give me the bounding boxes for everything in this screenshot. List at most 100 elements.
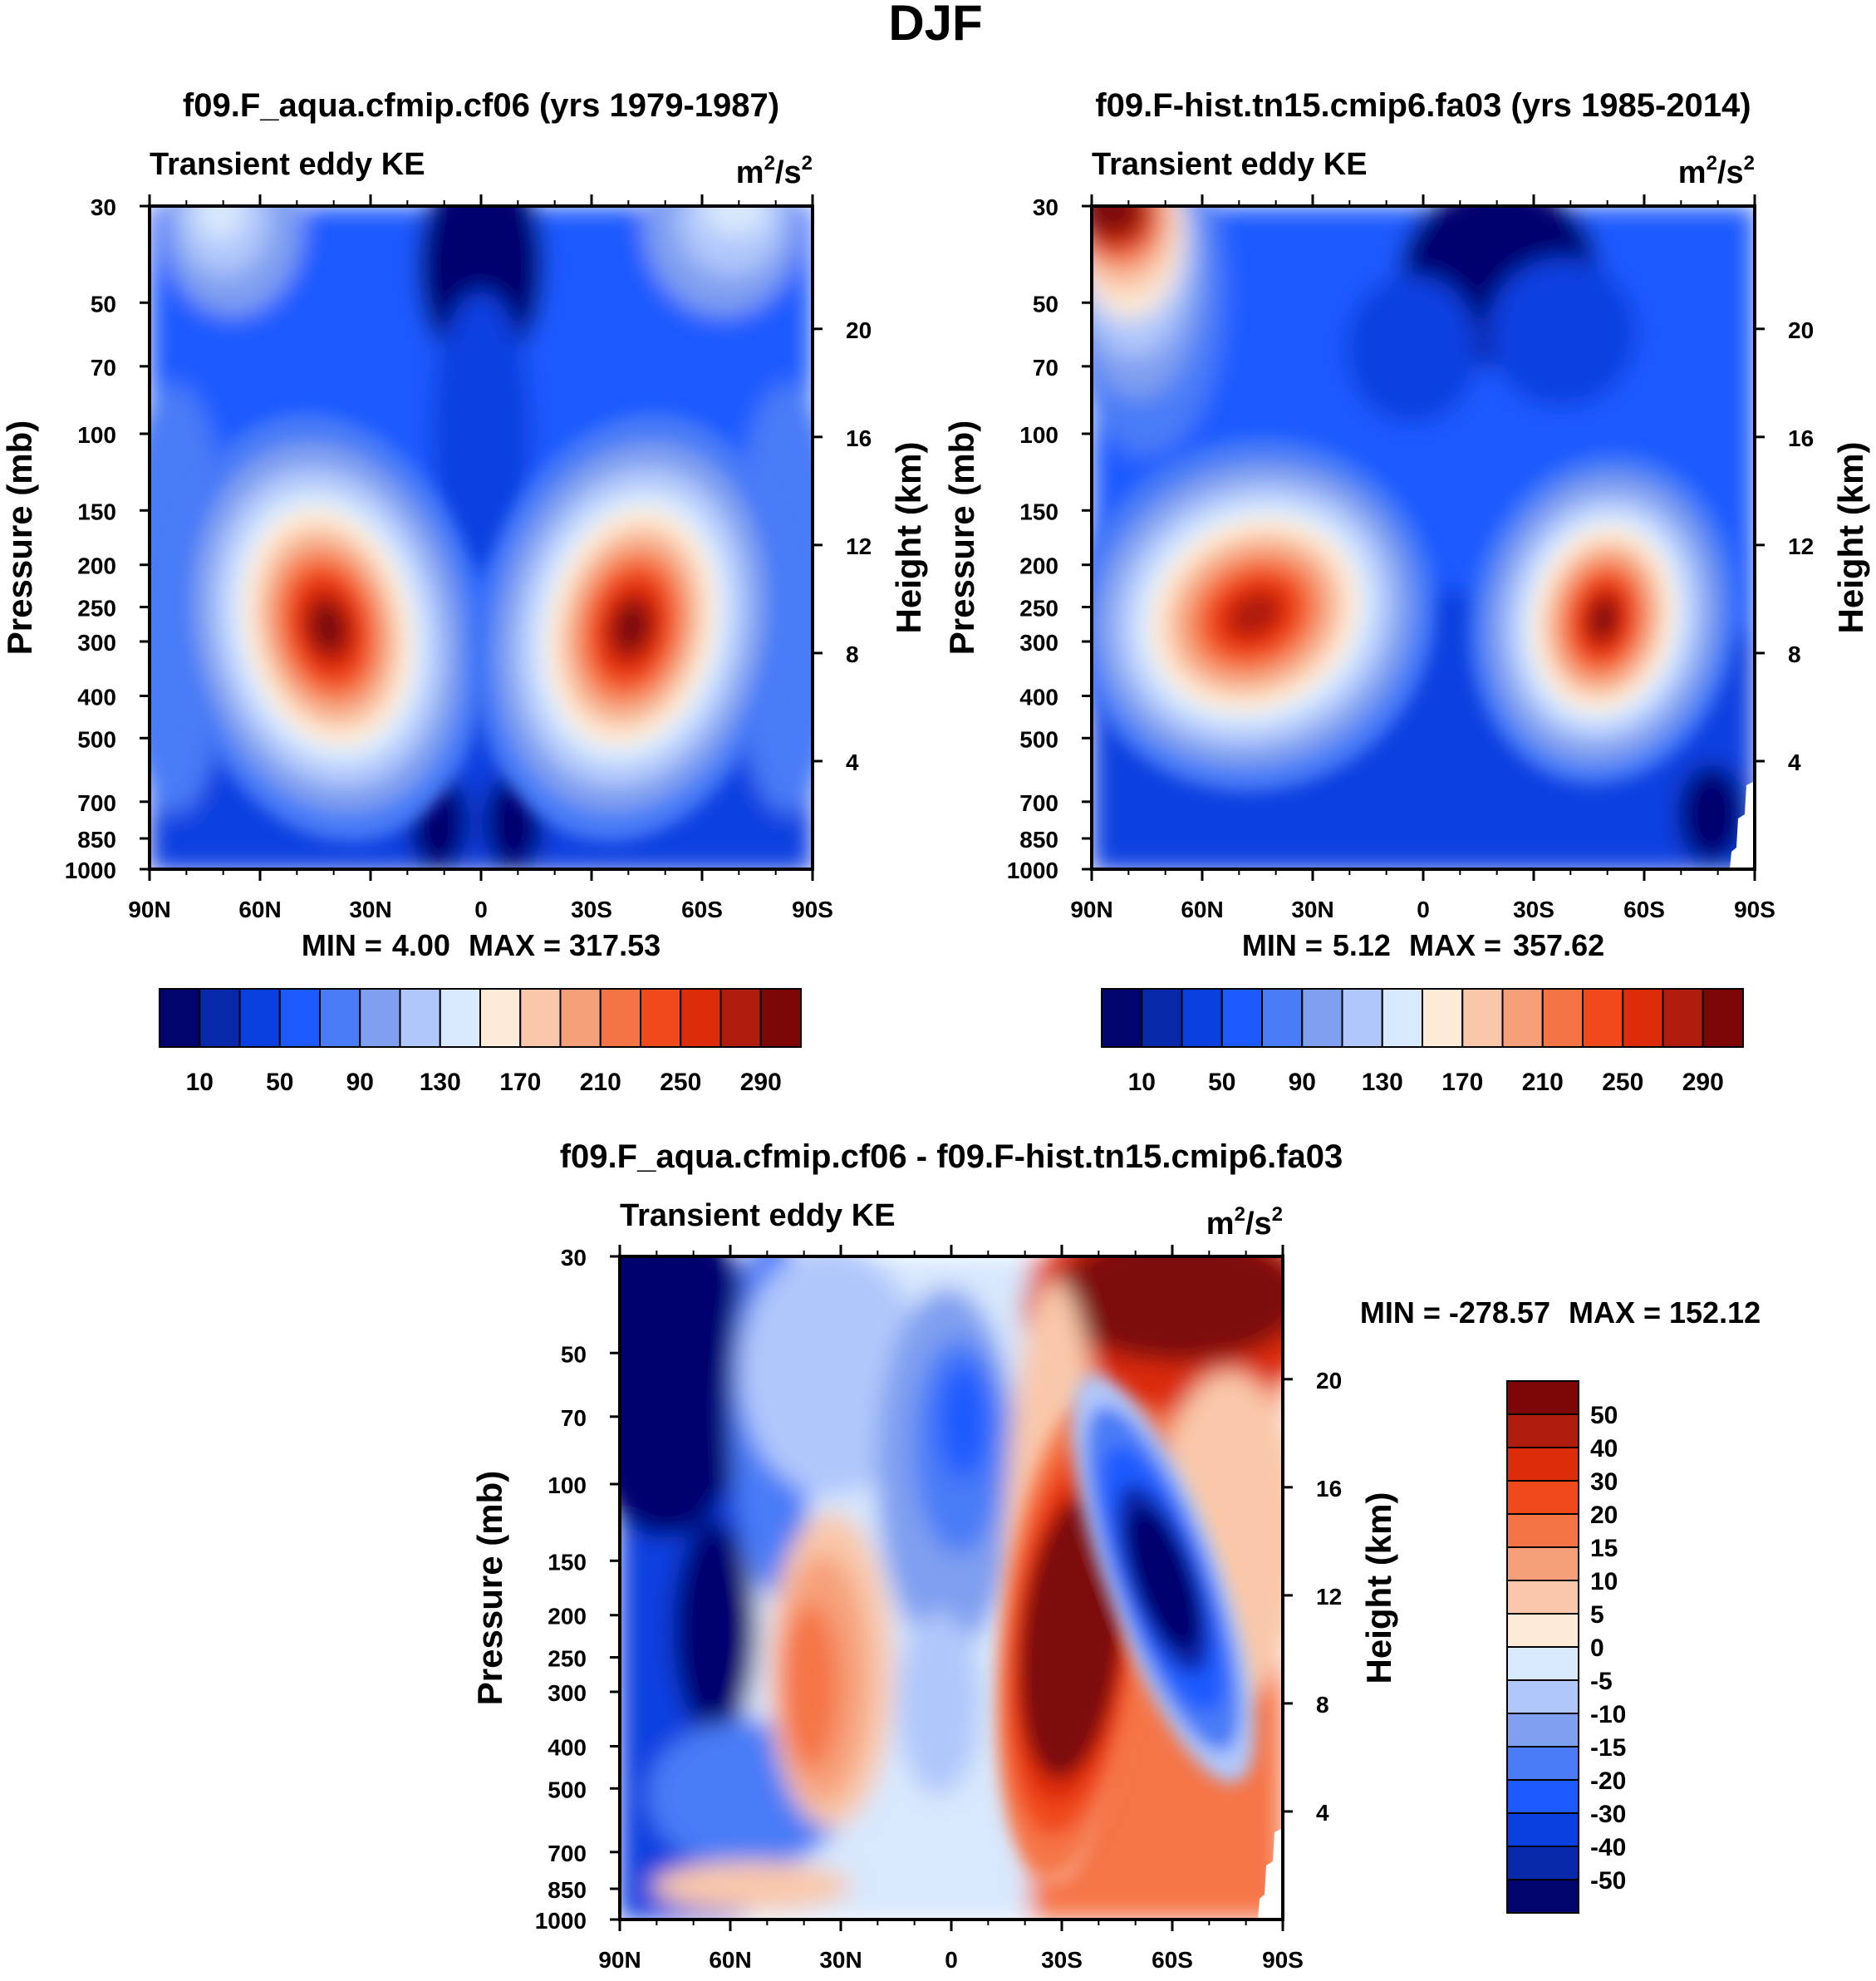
pressure-tick-label: 300 bbox=[77, 630, 116, 656]
colorbar-swatch bbox=[1506, 1779, 1579, 1814]
pressure-tick-label: 250 bbox=[548, 1646, 587, 1672]
panel2-stats: MIN = 5.12 MAX = 357.62 bbox=[1242, 928, 1604, 962]
latitude-tick-label: 90N bbox=[598, 1947, 641, 1973]
colorbar-swatch bbox=[1101, 988, 1143, 1048]
pressure-tick-label: 700 bbox=[77, 790, 116, 816]
colorbar-swatch bbox=[1506, 1613, 1579, 1648]
latitude-tick-label: 30S bbox=[571, 897, 612, 922]
pressure-tick-label: 1000 bbox=[65, 858, 116, 883]
panel3-y2label: Height (km) bbox=[1359, 1492, 1398, 1684]
pressure-tick-label: 150 bbox=[1019, 499, 1058, 524]
height-tick-label: 4 bbox=[1788, 750, 1801, 775]
pressure-tick-label: 200 bbox=[1019, 553, 1058, 579]
panel2-units: m2/s2 bbox=[1678, 152, 1755, 190]
panel-model-a: f09.F_aqua.cfmip.cf06 (yrs 1979-1987) Tr… bbox=[0, 87, 928, 1096]
panel3-left-label: Transient eddy KE bbox=[620, 1198, 896, 1233]
panel1-y2label: Height (km) bbox=[889, 442, 928, 634]
panel3-ylabel: Pressure (mb) bbox=[470, 1471, 509, 1705]
colorbar-swatch bbox=[439, 988, 481, 1048]
panel3-field bbox=[620, 1256, 1283, 1920]
colorbar-swatch bbox=[1501, 988, 1544, 1048]
pressure-tick-label: 50 bbox=[561, 1341, 587, 1367]
latitude-tick-label: 60N bbox=[238, 897, 281, 922]
colorbar-swatch bbox=[1506, 1879, 1579, 1914]
panel1-field bbox=[150, 206, 813, 869]
colorbar-swatch bbox=[159, 988, 201, 1048]
panel2-left-label: Transient eddy KE bbox=[1092, 147, 1368, 182]
pressure-tick-label: 500 bbox=[548, 1777, 587, 1802]
colorbar-swatch bbox=[1506, 1646, 1579, 1681]
colorbar-swatch bbox=[1422, 988, 1464, 1048]
colorbar-swatch bbox=[1622, 988, 1664, 1048]
pressure-tick-label: 200 bbox=[77, 553, 116, 579]
colorbar-swatch bbox=[559, 988, 602, 1048]
latitude-tick-label: 90N bbox=[128, 897, 170, 922]
colorbar-tick-label: 210 bbox=[580, 1069, 621, 1096]
colorbar-swatch bbox=[1506, 1546, 1579, 1581]
colorbar-tick-label: -40 bbox=[1590, 1834, 1626, 1861]
pressure-tick-label: 200 bbox=[548, 1604, 587, 1630]
colorbar-swatch bbox=[1506, 1746, 1579, 1781]
colorbar-swatch bbox=[519, 988, 562, 1048]
pressure-tick-label: 300 bbox=[548, 1680, 587, 1706]
colorbar-tick-label: 30 bbox=[1590, 1468, 1618, 1496]
colorbar-tick-label: 0 bbox=[1590, 1634, 1604, 1662]
colorbar-swatch bbox=[1506, 1580, 1579, 1615]
colorbar-swatch bbox=[680, 988, 722, 1048]
colorbar-tick-label: 250 bbox=[1602, 1069, 1643, 1096]
colorbar-swatch bbox=[1506, 1447, 1579, 1482]
colorbar-swatch bbox=[1506, 1513, 1579, 1548]
colorbar-tick-label: -30 bbox=[1590, 1801, 1626, 1828]
colorbar-swatch bbox=[359, 988, 401, 1048]
colorbar-swatch bbox=[1506, 1679, 1579, 1714]
colorbar-tick-label: -5 bbox=[1590, 1668, 1613, 1695]
colorbar-swatch bbox=[319, 988, 361, 1048]
panel2-missing-terrain bbox=[1730, 781, 1755, 869]
colorbar-tick-label: -50 bbox=[1590, 1867, 1626, 1895]
panel2-title: f09.F-hist.tn15.cmip6.fa03 (yrs 1985-201… bbox=[1095, 87, 1751, 124]
colorbar-tick-label: -15 bbox=[1590, 1734, 1626, 1762]
height-tick-label: 12 bbox=[846, 533, 872, 559]
panel1-jet-north bbox=[171, 413, 485, 842]
panel1-axes: 305070100150200250300400500700850100090N… bbox=[65, 194, 872, 922]
colorbar-swatch bbox=[1461, 988, 1504, 1048]
panel1-ylabel: Pressure (mb) bbox=[0, 420, 39, 655]
latitude-tick-label: 60N bbox=[1181, 897, 1223, 922]
pressure-tick-label: 400 bbox=[77, 684, 116, 710]
colorbar-tick-label: 20 bbox=[1590, 1502, 1618, 1529]
pressure-tick-label: 250 bbox=[1019, 596, 1058, 622]
pressure-tick-label: 250 bbox=[77, 596, 116, 622]
panel3-stats: MIN = -278.57 MAX = 152.12 bbox=[1360, 1295, 1761, 1330]
colorbar-tick-label: 15 bbox=[1590, 1535, 1618, 1562]
latitude-tick-label: 90S bbox=[792, 897, 833, 922]
height-tick-label: 12 bbox=[1788, 533, 1814, 559]
panel1-left-label: Transient eddy KE bbox=[150, 147, 425, 182]
colorbar-tick-label: 50 bbox=[266, 1069, 293, 1096]
colorbar-swatch bbox=[1506, 1812, 1579, 1847]
colorbar-tick-label: 210 bbox=[1522, 1069, 1564, 1096]
colorbar-tick-label: 90 bbox=[346, 1069, 374, 1096]
panel1-jet-south bbox=[474, 413, 788, 842]
pressure-tick-label: 70 bbox=[91, 355, 116, 381]
colorbar-swatch bbox=[1341, 988, 1383, 1048]
panel2-y2label: Height (km) bbox=[1831, 442, 1870, 634]
height-tick-label: 12 bbox=[1316, 1584, 1342, 1610]
panel1-colorbar: 10 50 90 130 170 210 250 290 bbox=[159, 988, 802, 1096]
height-tick-label: 20 bbox=[1316, 1368, 1342, 1394]
height-tick-label: 4 bbox=[1316, 1800, 1329, 1826]
panel1-stats: MIN = 4.00 MAX = 317.53 bbox=[302, 928, 661, 962]
colorbar-swatch bbox=[1261, 988, 1304, 1048]
colorbar-tick-label: 5 bbox=[1590, 1601, 1604, 1629]
pressure-tick-label: 70 bbox=[561, 1405, 587, 1431]
colorbar-tick-label: 290 bbox=[740, 1069, 782, 1096]
colorbar-swatch bbox=[1506, 1480, 1579, 1515]
colorbar-tick-label: 90 bbox=[1289, 1069, 1316, 1096]
colorbar-swatch bbox=[399, 988, 441, 1048]
colorbar-swatch bbox=[719, 988, 762, 1048]
panel1-title: f09.F_aqua.cfmip.cf06 (yrs 1979-1987) bbox=[183, 87, 779, 124]
latitude-tick-label: 60N bbox=[709, 1947, 751, 1973]
pressure-tick-label: 850 bbox=[77, 827, 116, 853]
colorbar-swatch bbox=[238, 988, 281, 1048]
colorbar-tick-label: 250 bbox=[660, 1069, 701, 1096]
